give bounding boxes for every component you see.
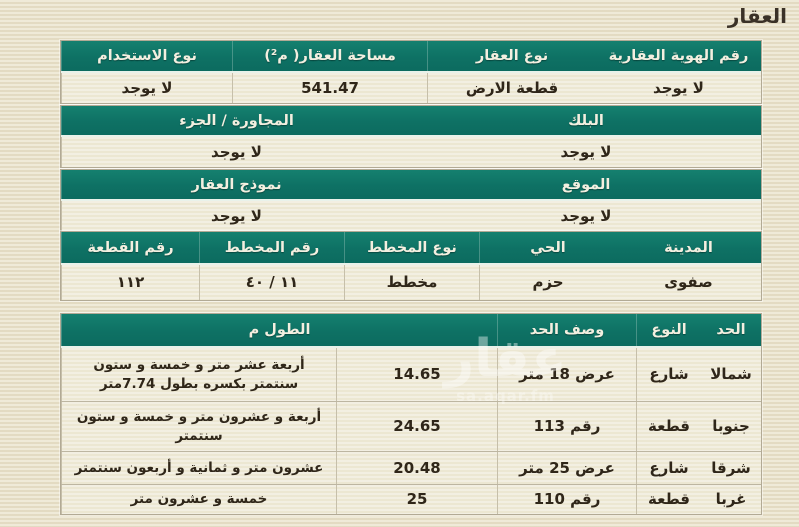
value-plot-number: ١١٢ [61, 265, 199, 300]
header-boundary: الحد [716, 322, 746, 338]
value-property-area: 541.47 [232, 73, 427, 103]
plan-table-header-row: المدينة الحي نوع المخطط رقم المخطط رقم ا… [61, 232, 761, 265]
header-boundary-type: النوع [636, 314, 701, 346]
block-section-header-row: البلك المجاورة / الجزء [61, 106, 761, 137]
boundary-length-text: أربعة عشر متر و خمسة و ستون سنتمتر بكسره… [61, 348, 336, 401]
header-plan-number: رقم المخطط [199, 232, 344, 263]
header-plot-number: رقم القطعة [61, 232, 199, 263]
boundary-length-text: عشرون متر و ثمانية و أربعون سنتمتر [61, 452, 336, 484]
property-table: رقم الهوية العقارية نوع العقار مساحة الع… [60, 40, 762, 104]
block-section: البلك المجاورة / الجزء لا يوجد لا يوجد [60, 105, 762, 168]
header-city: المدينة [664, 239, 713, 256]
header-location: الموقع [561, 176, 611, 193]
value-block: لا يوجد [560, 142, 612, 161]
boundary-length: 20.48 [336, 452, 497, 484]
header-property-area: مساحة العقار( م²) [232, 41, 427, 71]
boundary-description: رقم 110 [497, 485, 636, 514]
boundary-description: عرض 25 متر [497, 452, 636, 484]
boundary-length: 25 [336, 485, 497, 514]
boundary-side: جنوبا [712, 417, 750, 436]
header-length-m: الطول م [61, 314, 497, 346]
block-section-value-row: لا يوجد لا يوجد [61, 137, 761, 167]
location-section-value-row: لا يوجد لا يوجد [61, 201, 761, 231]
boundary-row-south: جنوبا قطعة رقم 113 24.65 أربعة و عشرون م… [61, 401, 761, 451]
location-section-header-row: الموقع نموذج العقار [61, 170, 761, 201]
header-property-id: رقم الهوية العقارية [608, 48, 749, 64]
value-property-id: لا يوجد [653, 78, 704, 97]
boundary-length: 24.65 [336, 402, 497, 451]
location-section: الموقع نموذج العقار لا يوجد لا يوجد [60, 169, 762, 232]
header-property-model: نموذج العقار [61, 170, 411, 199]
plan-table: المدينة الحي نوع المخطط رقم المخطط رقم ا… [60, 231, 762, 301]
value-usage-type: لا يوجد [61, 73, 232, 103]
boundary-type: قطعة [636, 402, 701, 451]
value-location: لا يوجد [560, 206, 612, 225]
boundary-row-west: غربا قطعة رقم 110 25 خمسة و عشرون متر [61, 484, 761, 514]
boundary-row-north: شمالا شارع عرض 18 متر 14.65 أربعة عشر مت… [61, 348, 761, 401]
boundary-type: شارع [636, 348, 701, 401]
boundary-side: شرقا [711, 458, 751, 477]
header-district: الحي [479, 232, 616, 263]
boundary-type: شارع [636, 452, 701, 484]
boundary-length-text: خمسة و عشرون متر [61, 485, 336, 514]
header-property-type: نوع العقار [427, 41, 596, 71]
value-plan-number: ١١ / ٤٠ [199, 265, 344, 300]
value-property-type: قطعة الارض [427, 73, 596, 103]
boundary-row-east: شرقا شارع عرض 25 متر 20.48 عشرون متر و ث… [61, 451, 761, 484]
boundary-side: شمالا [710, 365, 752, 384]
value-district: حزم [479, 265, 616, 300]
value-city: صفوى [664, 273, 713, 292]
value-adjacency-part: لا يوجد [61, 137, 411, 167]
header-block: البلك [568, 112, 604, 129]
boundary-length: 14.65 [336, 348, 497, 401]
page-title: العقار [727, 4, 787, 28]
boundary-length-text: أربعة و عشرون متر و خمسة و ستون سنتمتر [61, 402, 336, 451]
boundary-description: عرض 18 متر [497, 348, 636, 401]
property-table-value-row: لا يوجد قطعة الارض 541.47 لا يوجد [61, 73, 761, 103]
boundaries-table: الحد النوع وصف الحد الطول م شمالا شارع ع… [60, 313, 762, 515]
boundaries-header-row: الحد النوع وصف الحد الطول م [61, 314, 761, 348]
boundary-description: رقم 113 [497, 402, 636, 451]
property-table-header-row: رقم الهوية العقارية نوع العقار مساحة الع… [61, 41, 761, 73]
header-adjacency-part: المجاورة / الجزء [61, 106, 411, 135]
boundary-side: غربا [715, 490, 747, 509]
value-plan-type: مخطط [344, 265, 479, 300]
value-property-model: لا يوجد [61, 201, 411, 231]
header-boundary-description: وصف الحد [497, 314, 636, 346]
plan-table-value-row: صفوى حزم مخطط ١١ / ٤٠ ١١٢ [61, 265, 761, 300]
header-plan-type: نوع المخطط [344, 232, 479, 263]
boundary-type: قطعة [636, 485, 701, 514]
header-usage-type: نوع الاستخدام [61, 41, 232, 71]
